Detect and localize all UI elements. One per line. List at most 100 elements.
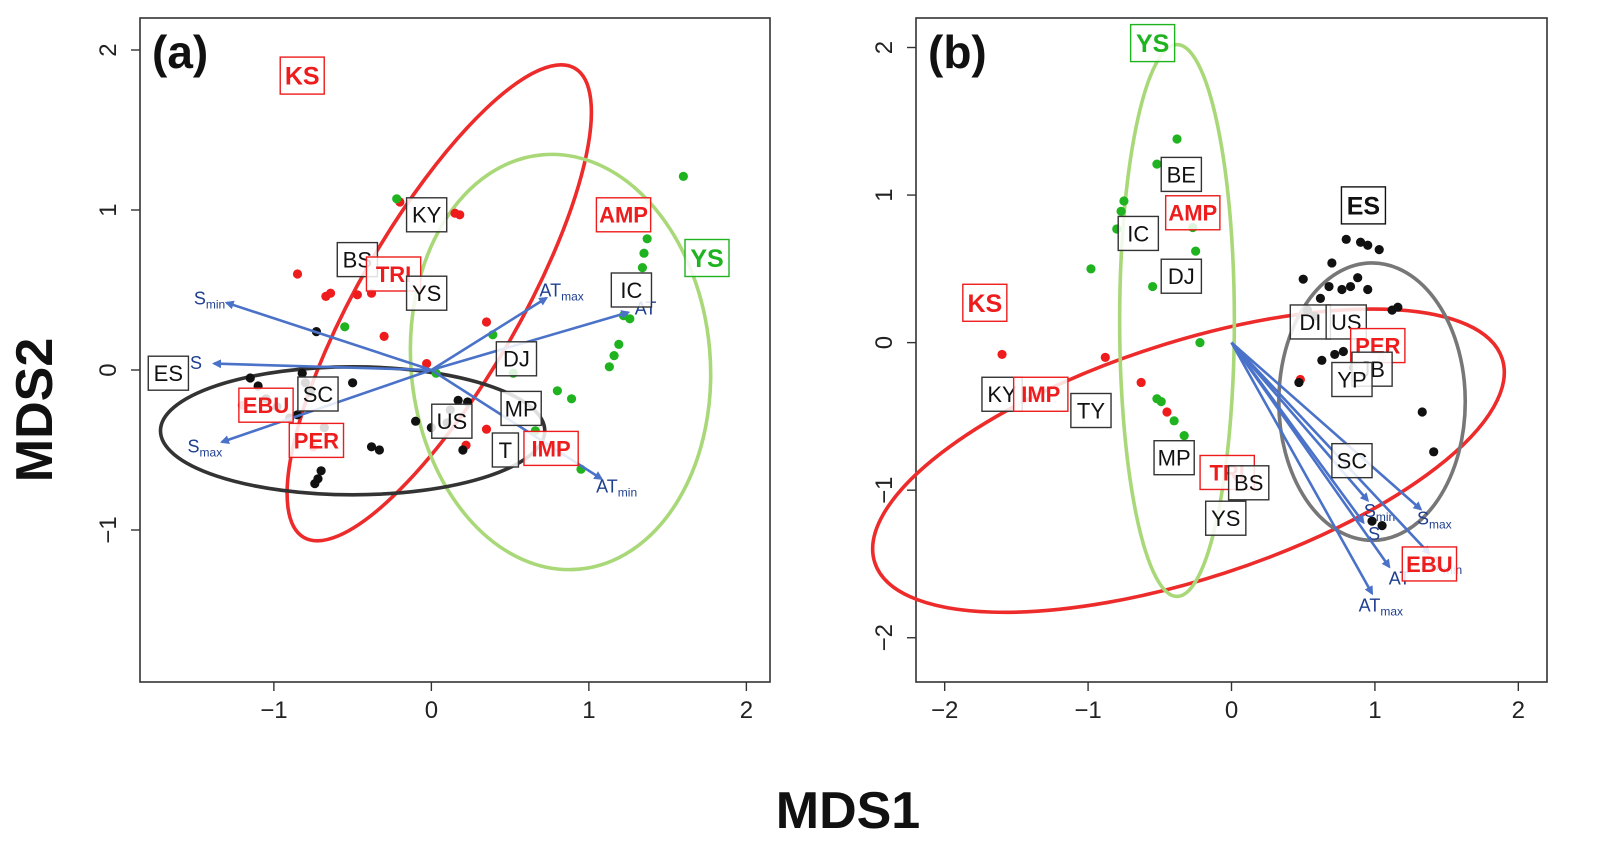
label-text: KY xyxy=(987,382,1017,407)
data-point xyxy=(297,368,307,378)
x-tick-label: 2 xyxy=(1512,697,1525,724)
label-dj: DJ xyxy=(495,341,538,377)
label-box xyxy=(491,432,520,468)
label-ky: KY xyxy=(981,376,1023,412)
label-box xyxy=(1153,440,1195,476)
label-text: YP xyxy=(1337,367,1366,392)
data-point xyxy=(1086,264,1096,274)
x-axis-title: MDS1 xyxy=(776,782,920,840)
data-point xyxy=(1374,245,1384,255)
label-ys: YS xyxy=(1204,500,1247,536)
data-point xyxy=(1152,159,1162,169)
data-point xyxy=(1119,196,1129,206)
label-box xyxy=(1012,376,1069,412)
plot-frame xyxy=(915,17,1548,683)
label-ic: IC xyxy=(610,272,653,308)
vector-label-main: AT xyxy=(539,281,561,301)
y-tick-label: 2 xyxy=(871,41,898,54)
data-point xyxy=(566,394,577,404)
label-imp: IMP xyxy=(1012,376,1069,412)
label-box xyxy=(1340,186,1387,225)
data-point xyxy=(1337,284,1347,295)
y-tick-label: 1 xyxy=(95,203,122,216)
data-point xyxy=(1324,281,1334,292)
label-box xyxy=(1204,500,1247,536)
data-point xyxy=(1156,397,1166,407)
label-text: IMP xyxy=(532,436,571,461)
label-box xyxy=(495,341,538,377)
data-point xyxy=(481,424,492,434)
data-point xyxy=(1327,258,1337,268)
label-ys: YS xyxy=(684,238,730,278)
label-es: ES xyxy=(147,355,190,391)
env-vector-arrow xyxy=(212,359,432,372)
data-point xyxy=(1367,516,1377,526)
label-es: ES xyxy=(1340,186,1387,225)
label-text: IC xyxy=(620,278,642,303)
label-text: MP xyxy=(1158,446,1191,471)
label-box xyxy=(1227,465,1270,501)
data-point xyxy=(392,194,402,204)
data-point xyxy=(374,445,384,455)
data-point xyxy=(1100,352,1110,362)
label-be: BE xyxy=(1160,156,1203,193)
data-point xyxy=(458,445,468,455)
data-point xyxy=(1162,407,1172,417)
label-per: PER xyxy=(288,422,345,459)
data-point xyxy=(325,288,336,298)
label-text: TRI xyxy=(376,262,411,287)
vector-label-main: S xyxy=(188,437,200,457)
label-text: AMP xyxy=(1168,201,1217,226)
vector-label-sub: max xyxy=(561,290,584,304)
vector-label-sub: min xyxy=(618,485,637,499)
env-vector-arrow xyxy=(1230,341,1431,556)
data-point xyxy=(625,314,635,324)
label-text: ES xyxy=(154,361,183,386)
panel-tag: (b) xyxy=(928,26,987,78)
env-vector-label: Smax xyxy=(1417,509,1452,532)
label-text: KS xyxy=(285,63,320,91)
label-text: KS xyxy=(967,290,1002,318)
data-point xyxy=(604,362,614,372)
label-dj: DJ xyxy=(1160,258,1203,294)
vector-label-main: S xyxy=(194,288,206,308)
x-tick-label: −1 xyxy=(1074,697,1101,724)
data-point xyxy=(1353,273,1363,283)
data-point xyxy=(481,317,492,327)
x-tick-label: 2 xyxy=(740,697,753,724)
label-text: MP xyxy=(505,396,538,421)
data-point xyxy=(1148,281,1158,292)
data-point xyxy=(366,442,377,452)
data-point xyxy=(1191,246,1201,256)
label-text: YS xyxy=(1136,30,1169,58)
env-vector-label: ATmax xyxy=(539,281,583,304)
label-box xyxy=(288,422,345,459)
label-box xyxy=(405,275,448,311)
env-vector-arrow xyxy=(430,296,549,372)
x-tick-label: −1 xyxy=(260,697,287,724)
data-point xyxy=(1315,293,1326,303)
env-vector-label: Smax xyxy=(188,437,223,460)
label-box xyxy=(962,283,1008,322)
label-box xyxy=(610,272,653,308)
x-tick-label: 1 xyxy=(1368,697,1381,724)
vector-label-sub: max xyxy=(1380,605,1403,619)
label-box xyxy=(279,56,325,95)
panel-tag: (a) xyxy=(152,26,208,78)
label-box xyxy=(1129,23,1176,63)
label-box xyxy=(500,390,542,427)
label-text: DJ xyxy=(1168,264,1195,289)
data-point xyxy=(997,349,1007,360)
data-point xyxy=(1317,355,1327,365)
ellipse-ks xyxy=(870,307,1507,615)
data-point xyxy=(678,171,688,181)
label-box xyxy=(147,355,190,391)
label-box xyxy=(1331,442,1373,479)
label-ty: TY xyxy=(1070,392,1112,429)
label-box xyxy=(595,197,652,233)
label-mp: MP xyxy=(1153,440,1195,476)
y-tick-label: 0 xyxy=(95,363,122,376)
label-box xyxy=(431,403,473,439)
env-vector-label: ATmin xyxy=(596,476,637,499)
y-tick-label: 2 xyxy=(95,43,122,56)
